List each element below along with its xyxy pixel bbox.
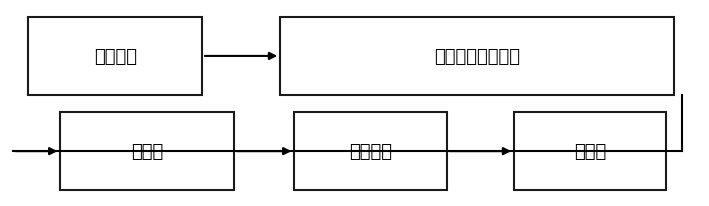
FancyBboxPatch shape	[28, 18, 202, 96]
FancyBboxPatch shape	[294, 112, 447, 191]
FancyBboxPatch shape	[60, 112, 234, 191]
FancyBboxPatch shape	[514, 112, 666, 191]
Text: 加碱混合加热水解: 加碱混合加热水解	[434, 48, 520, 66]
Text: 研磨筛分: 研磨筛分	[349, 143, 392, 160]
Text: 胶体造粒: 胶体造粒	[94, 48, 137, 66]
Text: 成　品: 成 品	[574, 143, 606, 160]
FancyBboxPatch shape	[280, 18, 674, 96]
Text: 干　燥: 干 燥	[131, 143, 163, 160]
